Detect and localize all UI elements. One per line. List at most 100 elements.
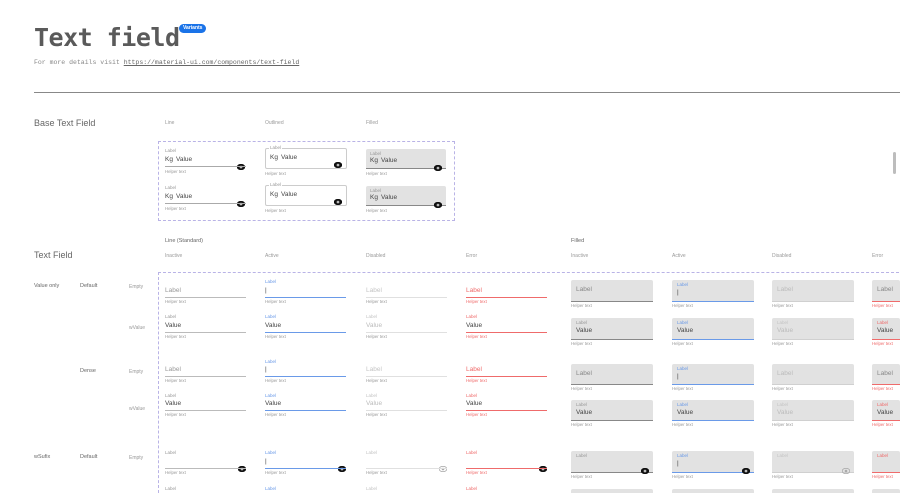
filled-field-active[interactable] bbox=[672, 280, 754, 302]
eye-icon[interactable] bbox=[333, 192, 343, 206]
grid-frame-top bbox=[158, 272, 899, 273]
filled-field-disabled bbox=[772, 489, 854, 493]
field-value: Value bbox=[381, 156, 398, 164]
details-link[interactable]: https://material-ui.com/components/text-… bbox=[123, 59, 300, 66]
details-text: For more details visit https://material-… bbox=[34, 59, 300, 67]
field-value: Value bbox=[466, 321, 483, 329]
field-cursor: | bbox=[265, 286, 267, 294]
text-field-section-title: Text Field bbox=[34, 250, 73, 260]
filled-field-error[interactable] bbox=[872, 400, 900, 421]
field-underline bbox=[366, 332, 447, 333]
filled-field-inactive[interactable] bbox=[571, 280, 653, 302]
field-value: Value bbox=[877, 326, 894, 334]
field-placeholder-label: Label bbox=[366, 286, 382, 294]
eye-icon[interactable] bbox=[433, 195, 443, 209]
filled-field-disabled bbox=[772, 318, 854, 340]
field-helper: Helper text bbox=[466, 411, 487, 417]
field-helper: Helper text bbox=[265, 170, 286, 176]
field-placeholder-label: Label bbox=[576, 285, 592, 293]
filled-field-error[interactable] bbox=[872, 280, 900, 302]
line-field-error[interactable] bbox=[466, 450, 547, 468]
field-value: Value bbox=[777, 408, 794, 416]
eye-icon[interactable] bbox=[433, 158, 443, 172]
group-title-filled: Filled bbox=[571, 238, 585, 244]
state-header-error: Error bbox=[466, 252, 478, 259]
filled-field-active[interactable] bbox=[672, 451, 754, 473]
filled-field-inactive[interactable] bbox=[571, 364, 653, 385]
scrollbar-thumb[interactable] bbox=[893, 152, 896, 174]
field-prefix: Kg bbox=[370, 193, 378, 201]
field-label: Label bbox=[466, 313, 478, 319]
eye-icon[interactable] bbox=[438, 459, 448, 473]
line-field-active[interactable] bbox=[265, 450, 346, 468]
field-underline bbox=[165, 468, 246, 469]
field-underline bbox=[466, 468, 547, 470]
field-helper: Helper text bbox=[265, 469, 286, 475]
field-placeholder-label: Label bbox=[165, 286, 181, 294]
field-helper: Helper text bbox=[571, 302, 592, 308]
outlined-field[interactable] bbox=[265, 185, 347, 206]
eye-icon[interactable] bbox=[236, 157, 246, 171]
field-helper: Helper text bbox=[772, 473, 793, 479]
eye-icon[interactable] bbox=[236, 194, 246, 208]
filled-field[interactable] bbox=[366, 149, 446, 169]
filled-field-error[interactable] bbox=[872, 489, 900, 493]
field-value: Value bbox=[165, 321, 182, 329]
eye-icon[interactable] bbox=[337, 459, 347, 473]
line-field-inactive[interactable] bbox=[165, 450, 246, 468]
field-cursor: | bbox=[265, 365, 267, 373]
field-value: Value bbox=[777, 326, 794, 334]
field-value: Value bbox=[877, 408, 894, 416]
field-label: Label bbox=[370, 150, 382, 156]
field-label: Label bbox=[576, 319, 588, 325]
filled-field[interactable] bbox=[366, 186, 446, 206]
field-label: Label bbox=[777, 452, 789, 458]
field-label: Label bbox=[366, 485, 378, 491]
line-field-active[interactable] bbox=[265, 359, 346, 376]
field-label: Label bbox=[677, 319, 689, 325]
state-header-active: Active bbox=[672, 252, 686, 259]
outlined-field[interactable] bbox=[265, 148, 347, 169]
eye-icon[interactable] bbox=[237, 459, 247, 473]
filled-field-inactive[interactable] bbox=[571, 318, 653, 340]
base-col-filled: Filled bbox=[366, 120, 378, 126]
base-variants-frame bbox=[158, 141, 455, 221]
filled-field-inactive[interactable] bbox=[571, 451, 653, 473]
field-underline bbox=[265, 376, 346, 378]
filled-field-error[interactable] bbox=[872, 451, 900, 473]
eye-icon[interactable] bbox=[841, 461, 851, 475]
field-helper: Helper text bbox=[165, 411, 186, 417]
filled-field-active[interactable] bbox=[672, 400, 754, 421]
field-label: Label bbox=[466, 392, 478, 398]
filled-field-active[interactable] bbox=[672, 364, 754, 385]
filled-field-error[interactable] bbox=[872, 318, 900, 340]
row-content-label: wValue bbox=[129, 324, 146, 331]
field-label: Label bbox=[165, 449, 177, 455]
filled-field-error[interactable] bbox=[872, 364, 900, 385]
filled-field-active[interactable] bbox=[672, 318, 754, 340]
field-placeholder-label: Label bbox=[777, 369, 793, 377]
eye-icon[interactable] bbox=[538, 459, 548, 473]
filled-field-inactive[interactable] bbox=[571, 489, 653, 493]
eye-icon[interactable] bbox=[640, 461, 650, 475]
field-label: Label bbox=[165, 147, 177, 153]
field-underline bbox=[265, 332, 346, 334]
eye-icon[interactable] bbox=[741, 461, 751, 475]
eye-icon[interactable] bbox=[333, 155, 343, 169]
line-field-active[interactable] bbox=[265, 279, 346, 297]
field-helper: Helper text bbox=[366, 207, 387, 213]
field-helper: Helper text bbox=[366, 411, 387, 417]
field-helper: Helper text bbox=[366, 377, 387, 383]
field-label: Label bbox=[677, 365, 689, 371]
field-label: Label bbox=[165, 184, 177, 190]
field-placeholder-label: Label bbox=[466, 365, 482, 373]
field-helper: Helper text bbox=[265, 377, 286, 383]
field-helper: Helper text bbox=[265, 333, 286, 339]
filled-field-inactive[interactable] bbox=[571, 400, 653, 421]
field-underline bbox=[466, 376, 547, 378]
field-helper: Helper text bbox=[571, 340, 592, 346]
field-underline bbox=[366, 297, 447, 298]
field-helper: Helper text bbox=[466, 298, 487, 304]
filled-field-active[interactable] bbox=[672, 489, 754, 493]
state-header-inactive: Inactive bbox=[571, 252, 589, 259]
